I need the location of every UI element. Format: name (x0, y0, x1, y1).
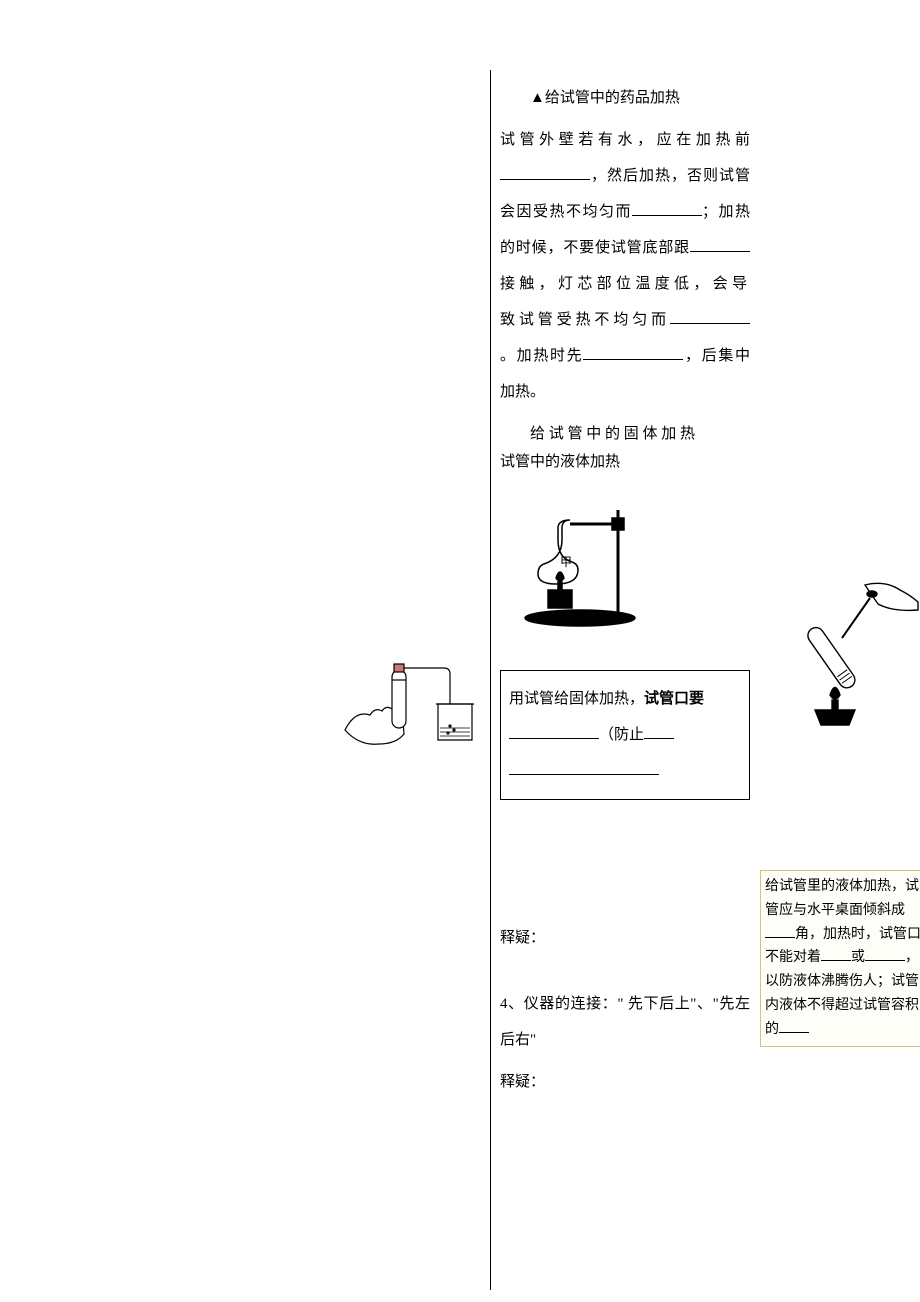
s1: 给试管里的液体加热，试管应与水平桌面倾斜成 (765, 879, 919, 918)
box-t3: （防止 (599, 727, 644, 743)
column-divider (490, 70, 491, 1290)
blank-box-2[interactable] (644, 723, 674, 739)
blank-5[interactable] (583, 344, 683, 360)
blank-1[interactable] (500, 164, 590, 180)
blank-side-2[interactable] (821, 946, 851, 961)
p1a: 试管外壁若有水，应在加热前 (500, 132, 750, 148)
diagram-retort-stand-burner: 甲 (500, 490, 660, 630)
box-t1: 用试管给固体加热， (509, 691, 644, 707)
box-t2: 试管口要 (644, 691, 704, 707)
liquid-heating-sidebox: 给试管里的液体加热，试管应与水平桌面倾斜成角，加热时，试管口不能对着或，以防液体… (760, 870, 920, 1047)
shiyi-2: 释疑： (500, 1064, 750, 1100)
s3: 或 (851, 950, 865, 965)
paragraph-heating: 试管外壁若有水，应在加热前，然后加热，否则试管会因受热不均匀而；加热的时候，不要… (500, 122, 750, 410)
blank-2[interactable] (632, 200, 702, 216)
shiyi-1: 释疑： (500, 920, 750, 956)
blank-box-3[interactable] (509, 759, 659, 775)
diagram-dropper-testtube-burner (780, 580, 920, 730)
blank-side-3[interactable] (865, 946, 905, 961)
diagram-hand-testtube-beaker (340, 640, 490, 760)
blank-side-4[interactable] (779, 1018, 809, 1033)
section-q4: 释疑： 4、仪器的连接：" 先下后上"、"先左后右" 释疑： (500, 920, 750, 1100)
blank-4[interactable] (670, 308, 750, 324)
blank-side-1[interactable] (765, 923, 795, 938)
blank-box-1[interactable] (509, 723, 599, 739)
blank-3[interactable] (690, 236, 750, 252)
p1e: 。加热时先 (500, 348, 583, 364)
main-column: ▲给试管中的药品加热 试管外壁若有水，应在加热前，然后加热，否则试管会因受热不均… (500, 80, 750, 1106)
svg-text:甲: 甲 (560, 555, 572, 569)
q4-text: 4、仪器的连接：" 先下后上"、"先左后右" (500, 986, 750, 1058)
solid-heating-box: 用试管给固体加热，试管口要（防止 ） (500, 670, 750, 800)
heading-triangle: ▲给试管中的药品加热 (500, 80, 750, 116)
